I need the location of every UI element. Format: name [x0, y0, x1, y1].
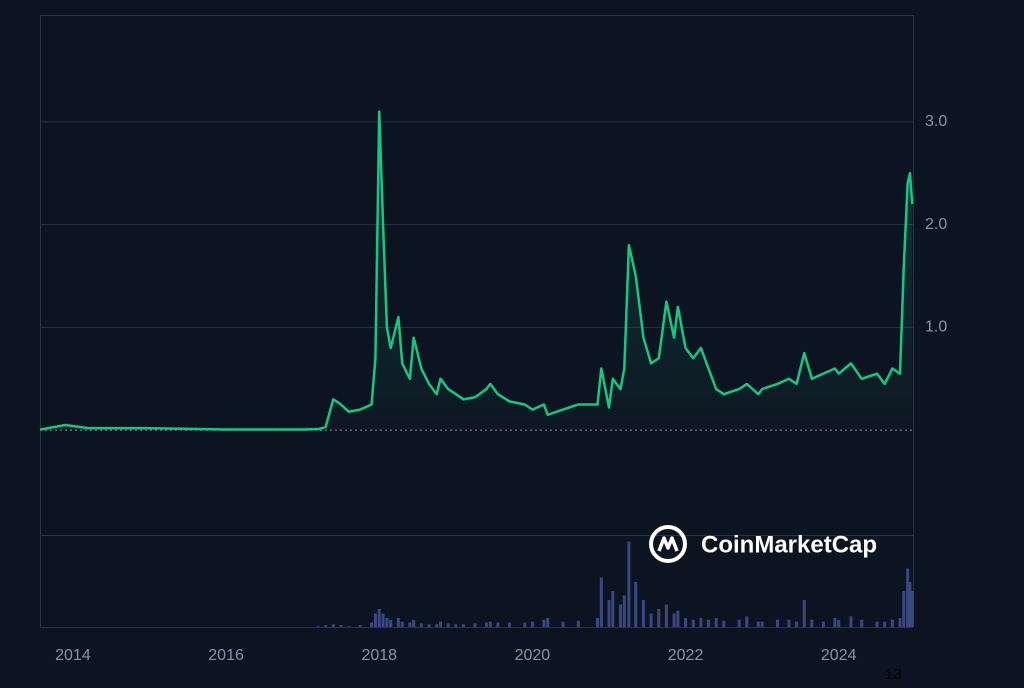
- x-tick-label: 2016: [208, 647, 244, 664]
- volume-bar: [427, 624, 431, 627]
- x-tick-label: 2024: [821, 647, 857, 664]
- volume-bar: [787, 619, 791, 627]
- volume-bar: [898, 618, 902, 627]
- volume-bar: [908, 582, 912, 627]
- volume-bar: [488, 621, 492, 627]
- volume-bar: [810, 619, 814, 627]
- volume-bar: [396, 618, 400, 627]
- x-tick-label: 2022: [668, 647, 704, 664]
- volume-bar: [714, 618, 718, 627]
- volume-bar: [634, 582, 638, 627]
- volume-bar: [599, 577, 603, 627]
- volume-bar: [699, 618, 703, 627]
- volume-bar: [775, 619, 779, 627]
- volume-bar: [707, 619, 711, 627]
- volume-bar: [435, 624, 439, 627]
- volume-bar: [833, 618, 837, 627]
- volume-bar: [611, 591, 615, 627]
- volume-bar: [737, 619, 741, 627]
- volume-bar: [546, 618, 550, 627]
- volume-bar: [691, 619, 695, 627]
- volume-bar: [400, 621, 404, 627]
- volume-bar: [339, 625, 343, 627]
- volume-bar: [875, 621, 879, 627]
- volume-bar: [595, 618, 599, 627]
- volume-bar: [496, 622, 500, 627]
- y-tick-label: 3.0: [925, 113, 947, 130]
- volume-bar: [657, 609, 661, 627]
- volume-bar: [684, 618, 688, 627]
- volume-bar: [419, 623, 423, 627]
- volume-bar: [461, 624, 465, 627]
- x-tick-label: 2020: [515, 647, 551, 664]
- volume-bar: [849, 616, 853, 627]
- volume-bar: [316, 626, 320, 627]
- volume-bar: [676, 610, 680, 627]
- volume-bar: [377, 609, 381, 627]
- footnote: 13: [885, 666, 902, 683]
- logo-mark: [657, 536, 679, 552]
- volume-bar: [745, 616, 749, 627]
- volume-bar: [370, 622, 374, 627]
- volume-bar: [664, 604, 668, 627]
- volume-bar: [389, 619, 393, 627]
- volume-bar: [802, 600, 806, 627]
- volume-bar: [523, 622, 527, 627]
- volume-bar: [821, 621, 825, 627]
- volume-bar: [454, 624, 458, 627]
- watermark-logo: [649, 525, 687, 563]
- volume-bar: [408, 622, 412, 627]
- volume-bar: [358, 625, 362, 627]
- y-tick-label: 1.0: [925, 319, 947, 336]
- volume-bar: [473, 623, 477, 627]
- volume-bar: [860, 619, 864, 627]
- price-line: [39, 110, 914, 431]
- logo-ring: [649, 525, 687, 563]
- volume-bar: [507, 622, 511, 627]
- volume-bar: [331, 624, 335, 627]
- volume-bar: [618, 604, 622, 627]
- volume-bar: [446, 623, 450, 627]
- volume-bar: [906, 568, 910, 627]
- volume-bar: [373, 613, 377, 627]
- x-tick-label: 2014: [55, 647, 91, 664]
- y-tick-label: 2.0: [925, 216, 947, 233]
- volume-bar: [381, 613, 385, 627]
- volume-bar: [484, 622, 488, 627]
- volume-bar: [910, 591, 914, 627]
- area-fill: [40, 111, 913, 431]
- volume-bar: [439, 621, 443, 627]
- volume-bar: [576, 620, 580, 627]
- volume-bar: [883, 621, 887, 627]
- volume-bar: [607, 600, 611, 627]
- volume-bar: [561, 621, 565, 627]
- watermark-text: CoinMarketCap: [701, 531, 877, 558]
- volume-bar: [672, 613, 676, 627]
- volume-bar: [385, 618, 389, 627]
- x-tick-label: 2018: [361, 647, 397, 664]
- volume-bar: [837, 619, 841, 627]
- volume-bar: [324, 625, 328, 627]
- volume-bar: [530, 621, 534, 627]
- volume-bar: [412, 619, 416, 627]
- volume-bar: [347, 626, 351, 627]
- frame: [40, 15, 914, 628]
- volume-bar: [622, 595, 626, 627]
- volume-bar: [722, 620, 726, 627]
- volume-bar: [795, 621, 799, 627]
- volume-bar: [890, 619, 894, 627]
- volume-bar: [649, 613, 653, 627]
- volume-bar: [756, 621, 760, 627]
- volume-bar: [760, 621, 764, 627]
- volume-bar: [902, 591, 906, 627]
- volume-bar: [542, 619, 546, 627]
- volume-bar: [641, 600, 645, 627]
- volume-bar: [627, 541, 631, 627]
